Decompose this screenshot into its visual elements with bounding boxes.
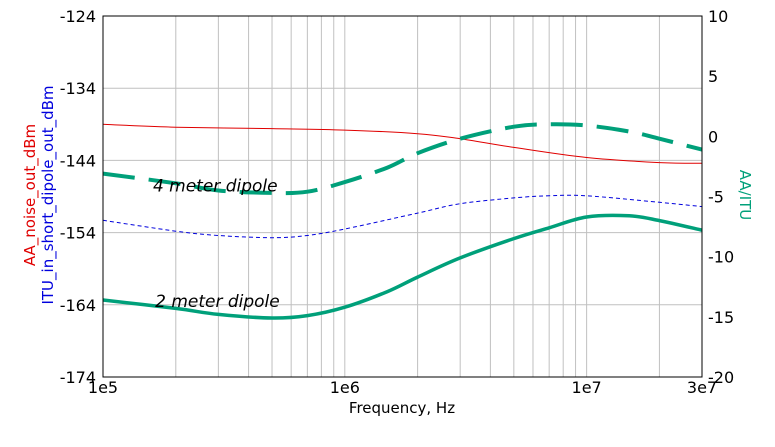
y-right-tick-label: 10 [708,7,728,26]
annotation-label: 4 meter dipole [153,177,278,197]
y-left-tick-label: -134 [60,79,96,98]
y-left-tick-label: -124 [60,7,96,26]
x-tick-label: 1e6 [330,378,360,397]
y-right-tick-label: -10 [708,248,734,267]
series-layer [102,122,703,320]
series-line-2 [102,194,703,239]
y-left-tick-label: -174 [60,368,96,387]
series-line-3 [102,122,703,196]
tick-labels: 1e5 1e6 1e7 3e7 -124 -134 -144 -154 -164 -174 10 5 0… [60,7,734,397]
series-line-1 [102,123,703,164]
y-right-tick-label: -20 [708,368,734,387]
y-left-tick-label: -144 [60,151,96,170]
annotations: 4 meter dipole 2 meter dipole [153,177,280,313]
y-right-tick-label: 0 [708,127,718,146]
y-right-tick-label: -5 [708,188,724,207]
series-line-4 [102,213,703,320]
y-left-tick-label: -154 [60,224,96,243]
x-tick-label: 1e7 [572,378,602,397]
annotation-label: 2 meter dipole [155,292,280,312]
x-tick-label: 3e7 [687,378,717,397]
x-axis-label: Frequency, Hz [349,399,455,417]
y-left-tick-label: -164 [60,296,96,315]
y-axis-label-left-itu: ITU_in_short_dipole_out_dBm [39,85,58,304]
x-tick-label: 1e5 [88,378,118,397]
y-axis-label-left-noise: AA_noise_out_dBm [21,124,40,266]
y-axis-label-right: AA/ITU [736,170,754,221]
plot-frame [102,15,703,378]
y-right-tick-label: 5 [708,67,718,86]
y-right-tick-label: -15 [708,308,734,327]
